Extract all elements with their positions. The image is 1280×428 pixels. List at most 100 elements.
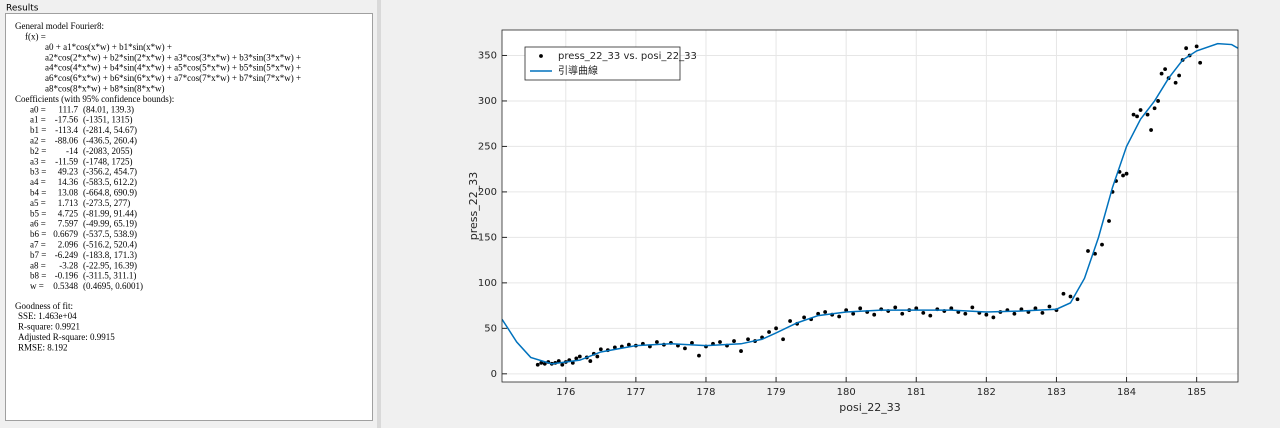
x-tick-label: 176 (556, 387, 575, 398)
model-line: a2*cos(2*x*w) + b2*sin(2*x*w) + a3*cos(3… (45, 52, 301, 62)
coef-value: -6.249 (55, 250, 79, 260)
coef-name: b7 = (30, 250, 46, 260)
goodness-title: Goodness of fit: (15, 301, 73, 311)
x-tick-label: 183 (1047, 387, 1066, 398)
data-point (914, 306, 919, 311)
data-point (970, 305, 975, 310)
coef-name: a6 = (30, 219, 46, 229)
coef-value: 4.725 (58, 208, 79, 218)
coef-bounds: (-583.5, 612.2) (83, 177, 137, 187)
data-point (1145, 112, 1150, 117)
data-point (718, 340, 722, 344)
data-point (844, 308, 849, 313)
data-point (774, 326, 778, 331)
coef-value: -0.196 (55, 271, 79, 281)
coef-bounds: (-356.2, 454.7) (83, 167, 137, 177)
splitter[interactable] (377, 0, 381, 428)
data-point (1100, 242, 1104, 247)
coef-value: 1.713 (58, 198, 79, 208)
coef-name: b4 = (30, 187, 46, 197)
data-point (1047, 304, 1052, 309)
goodness-line: SSE: 1.463e+04 (18, 311, 77, 321)
coef-name: a7 = (30, 239, 46, 249)
coef-name: b6 = (30, 229, 46, 239)
data-point (900, 311, 905, 316)
data-point (690, 340, 694, 345)
data-point (1019, 307, 1024, 312)
x-tick-label: 182 (977, 387, 996, 398)
axes-box (501, 29, 1239, 383)
data-point (1061, 291, 1066, 296)
data-point (1033, 306, 1038, 311)
data-point (574, 356, 579, 361)
x-tick-label: 181 (907, 387, 926, 398)
coef-bounds: (-311.5, 311.1) (83, 271, 136, 281)
data-point (1177, 73, 1182, 78)
data-point (1184, 46, 1189, 51)
data-point (1163, 67, 1168, 72)
coef-bounds: (-22.95, 16.39) (83, 260, 137, 270)
results-panel (5, 13, 373, 421)
coef-value: 14.36 (58, 177, 79, 187)
legend-label: 引導曲線 (558, 64, 598, 77)
coef-bounds: (84.01, 139.3) (83, 104, 134, 114)
coef-bounds: (-183.8, 171.3) (83, 250, 137, 260)
data-point (767, 330, 771, 334)
coef-bounds: (-436.5, 260.4) (83, 135, 137, 145)
coefficients-title: Coefficients (with 95% confidence bounds… (15, 94, 174, 104)
data-point (732, 339, 736, 343)
data-point (1086, 249, 1090, 253)
data-point (626, 342, 631, 347)
data-point (1135, 114, 1139, 119)
data-point (781, 337, 785, 342)
coef-value: 111.7 (58, 104, 78, 114)
coef-bounds: (-273.5, 277) (83, 198, 130, 208)
data-point (921, 310, 926, 315)
coef-name: b3 = (30, 167, 46, 177)
x-tick-label: 184 (1117, 387, 1136, 398)
data-point (612, 345, 617, 350)
data-point (1152, 106, 1157, 111)
coef-name: a5 = (30, 198, 46, 208)
fit-line (502, 42, 1238, 365)
data-point (984, 312, 989, 317)
data-point (683, 346, 687, 351)
data-point (655, 340, 659, 344)
data-point (788, 319, 792, 323)
coef-bounds: (-664.8, 690.9) (83, 187, 137, 197)
data-point (535, 362, 540, 367)
coef-value: 7.597 (58, 219, 79, 229)
y-tick-label: 50 (484, 323, 497, 334)
legend-box (524, 46, 681, 81)
goodness-line: R-square: 0.9921 (18, 321, 80, 331)
x-tick-label: 177 (626, 387, 645, 398)
panel-title: Results (6, 4, 39, 14)
coef-name: a0 = (30, 104, 46, 114)
data-point (746, 337, 750, 342)
y-tick-label: 100 (478, 278, 497, 289)
coef-value: 0.5348 (53, 281, 78, 291)
coef-value: -113.4 (55, 125, 78, 135)
model-line: General model Fourier8: (15, 21, 104, 31)
coef-name: a1 = (30, 115, 46, 125)
data-point (1107, 219, 1111, 223)
data-point (1198, 60, 1203, 65)
coef-bounds: (-1748, 1725) (83, 156, 133, 166)
data-point (595, 354, 600, 359)
coef-bounds: (0.4695, 0.6001) (83, 281, 143, 291)
coef-bounds: (-516.2, 520.4) (83, 239, 137, 249)
data-point (577, 354, 582, 359)
data-point (858, 306, 863, 311)
data-point (560, 362, 565, 367)
x-axis-label: posi_22_33 (839, 401, 901, 414)
goodness-line: Adjusted R-square: 0.9915 (18, 332, 115, 342)
data-point (802, 315, 807, 320)
coef-value: 0.6679 (53, 229, 78, 239)
coef-name: b1 = (30, 125, 46, 135)
coef-value: -88.06 (55, 135, 79, 145)
coef-value: 49.23 (58, 167, 79, 177)
data-point (893, 305, 898, 310)
model-line: a4*cos(4*x*w) + b4*sin(4*x*w) + a5*cos(5… (45, 63, 301, 73)
data-point (588, 359, 593, 363)
